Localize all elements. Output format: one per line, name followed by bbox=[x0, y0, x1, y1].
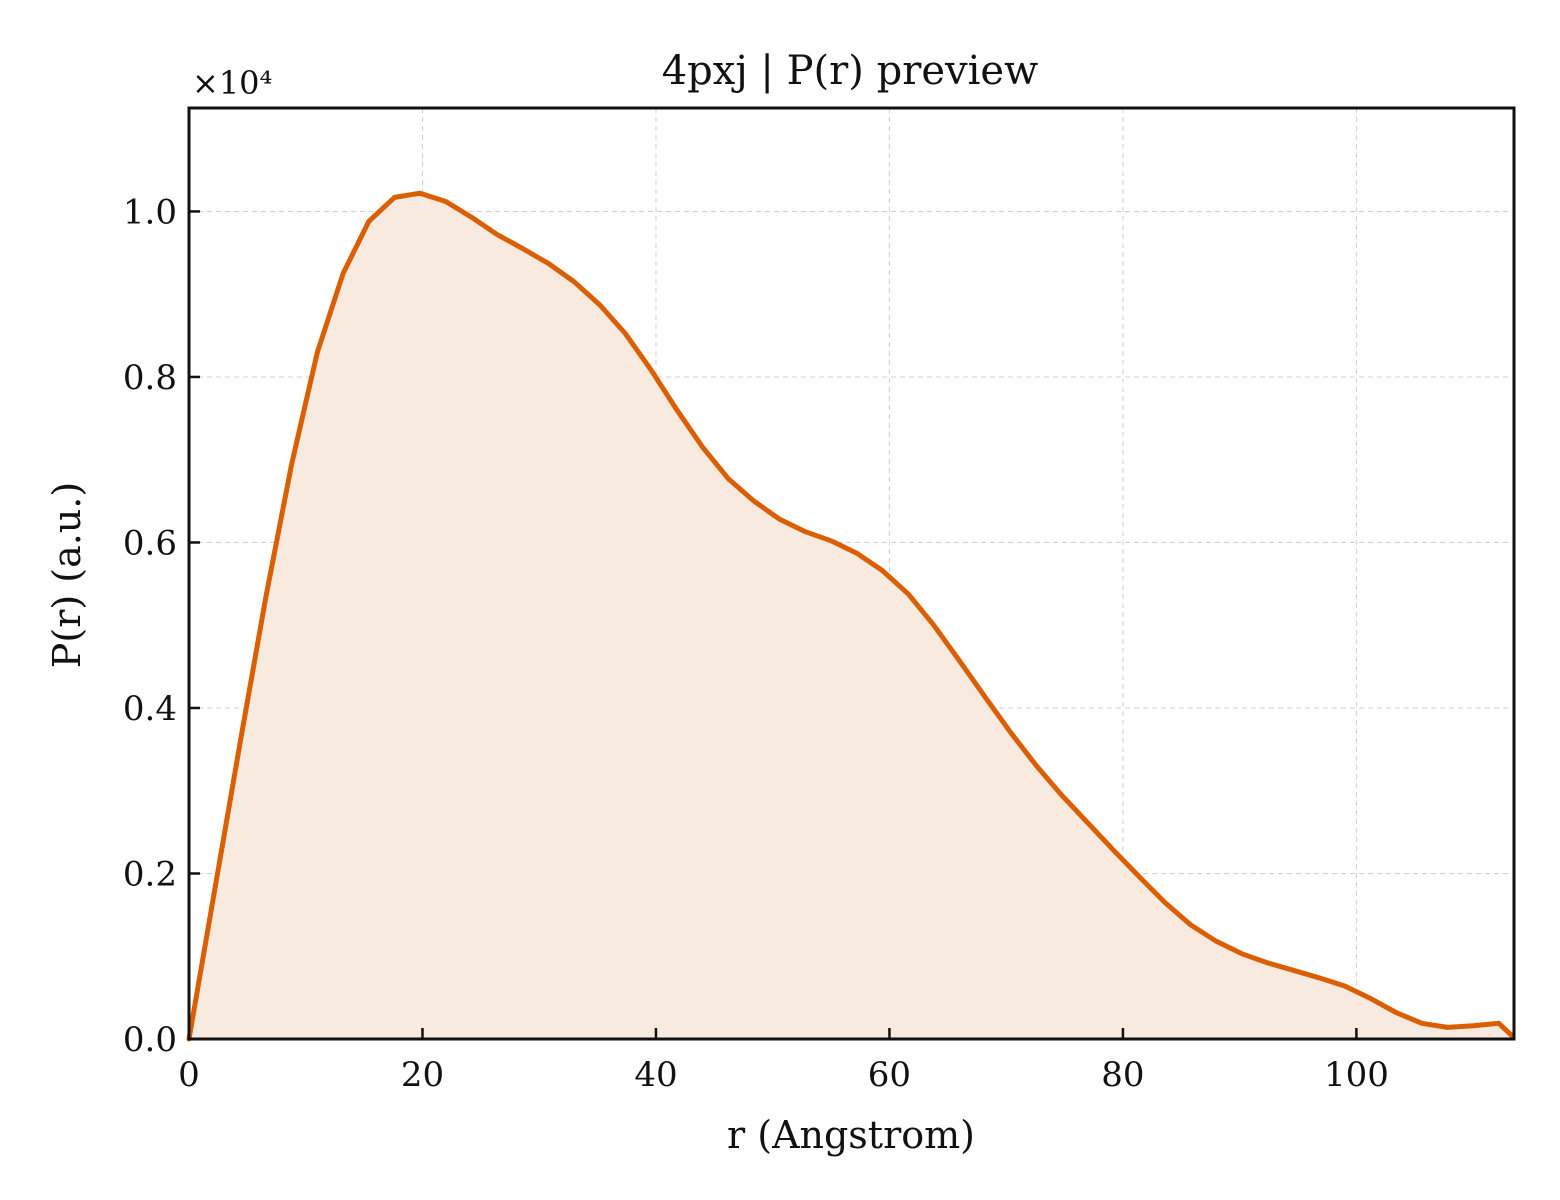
x-tick-label: 0 bbox=[178, 1055, 200, 1095]
series-area-fill bbox=[189, 193, 1513, 1039]
x-tick-label: 100 bbox=[1324, 1055, 1389, 1095]
x-tick-label: 20 bbox=[401, 1055, 444, 1095]
y-tick-label: 1.0 bbox=[123, 192, 177, 232]
chart-title: 4pxj | P(r) preview bbox=[662, 48, 1039, 94]
axis-ticks: 0 20 40 60 80 100 0.0 0.2 0.4 0.6 0.8 1.0 bbox=[123, 192, 1389, 1095]
y-tick-label: 0.0 bbox=[123, 1020, 177, 1060]
y-axis-multiplier: ×10⁴ bbox=[192, 64, 272, 102]
series-line bbox=[186, 190, 1516, 1042]
y-axis-label: P(r) (a.u.) bbox=[45, 482, 89, 668]
x-axis-label: r (Angstrom) bbox=[727, 1113, 975, 1157]
y-tick-label: 0.8 bbox=[123, 358, 177, 398]
y-tick-label: 0.4 bbox=[123, 689, 177, 729]
x-tick-label: 60 bbox=[868, 1055, 911, 1095]
y-tick-label: 0.2 bbox=[123, 854, 177, 894]
x-tick-label: 80 bbox=[1101, 1055, 1144, 1095]
y-tick-label: 0.6 bbox=[123, 523, 177, 563]
x-tick-label: 40 bbox=[634, 1055, 677, 1095]
plot-frame bbox=[187, 106, 1516, 1041]
